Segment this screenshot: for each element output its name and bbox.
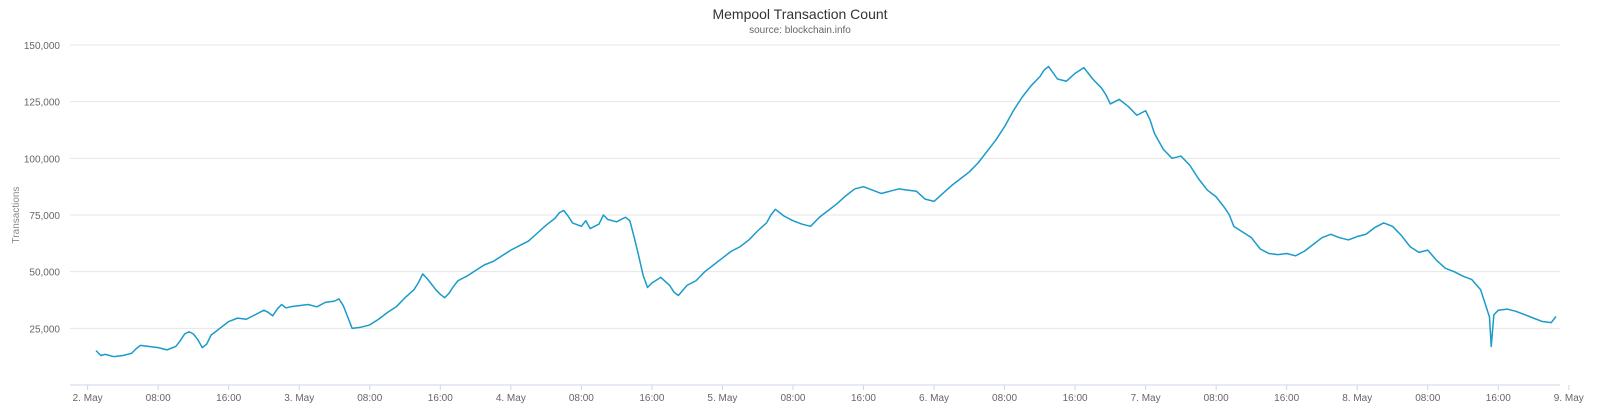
y-tick-label: 150,000 [24, 41, 61, 52]
x-tick-label: 16:00 [851, 393, 876, 404]
y-axis-ticks: 25,000 50,000 75,000 100,000 125,000 150,000 [24, 41, 61, 335]
y-tick-label: 50,000 [29, 268, 60, 279]
y-tick-label: 125,000 [24, 98, 61, 109]
x-tick-label: 16:00 [1486, 393, 1511, 404]
x-tick-label: 16:00 [216, 393, 241, 404]
y-tick-label: 25,000 [29, 324, 60, 335]
x-tick-label: 7. May [1131, 393, 1161, 404]
x-tick-label: 3. May [284, 393, 314, 404]
x-tick-label: 16:00 [1063, 393, 1088, 404]
y-axis-label: Transactions [11, 187, 22, 244]
x-tick-label: 08:00 [780, 393, 805, 404]
series-line [95, 65, 1557, 358]
series-layer [95, 65, 1557, 358]
x-tick-label: 08:00 [992, 393, 1017, 404]
x-tick-label: 8. May [1342, 393, 1372, 404]
x-tick-label: 08:00 [1204, 393, 1229, 404]
x-tick-label: 16:00 [1274, 393, 1299, 404]
x-tick-label: 16:00 [428, 393, 453, 404]
y-tick-label: 75,000 [29, 211, 60, 222]
y-tick-label: 100,000 [24, 154, 61, 165]
x-tick-label: 08:00 [146, 393, 171, 404]
x-tick-label: 4. May [496, 393, 526, 404]
x-tick-label: 6. May [919, 393, 949, 404]
x-tick-label: 08:00 [1415, 393, 1440, 404]
grid-lines [70, 44, 1560, 329]
x-tick-label: 2. May [73, 393, 103, 404]
x-tick-label: 08:00 [569, 393, 594, 404]
chart-subtitle: source: blockchain.info [749, 25, 851, 36]
chart-title: Mempool Transaction Count [712, 6, 887, 22]
x-tick-label: 9. May [1554, 393, 1584, 404]
x-tick-label: 5. May [707, 393, 737, 404]
x-tick-label: 08:00 [357, 393, 382, 404]
x-tick-label: 16:00 [639, 393, 664, 404]
x-axis: 2. May 08:00 16:00 3. May 08:00 16:00 4. May 08… [70, 384, 1584, 404]
